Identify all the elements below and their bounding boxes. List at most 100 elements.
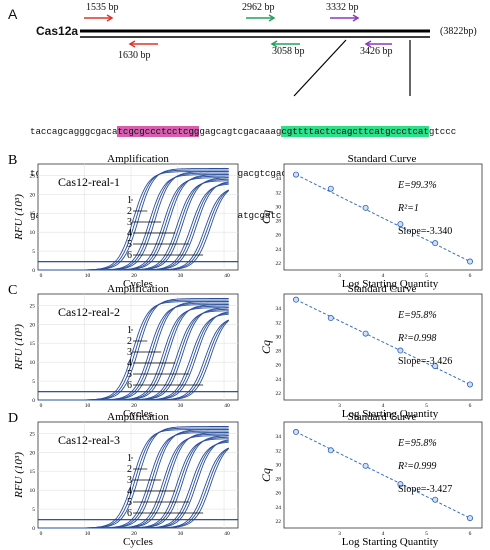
amp-x-tick: 0 xyxy=(40,403,43,409)
amp-x-label: Cycles xyxy=(123,408,153,420)
amp-y-tick: 0 xyxy=(32,398,35,404)
std-x-tick: 4 xyxy=(382,403,385,409)
fit-line xyxy=(295,174,471,262)
slope-text: Slope=-3.340 xyxy=(398,226,452,237)
std-x-tick: 4 xyxy=(382,531,385,537)
dilution-label: 4 xyxy=(127,358,132,369)
dilution-label: 2 xyxy=(127,336,132,347)
amp-title: Amplification xyxy=(107,283,169,295)
arrow-head-icon xyxy=(364,40,372,48)
dilution-label: 6 xyxy=(127,380,132,391)
std-point xyxy=(432,363,439,370)
std-title: Standard Curve xyxy=(348,411,417,423)
std-x-label: Log Starting Quantity xyxy=(342,408,439,420)
std-y-tick: 32 xyxy=(276,190,282,196)
amp-x-label: Cycles xyxy=(123,536,153,548)
dilution-label: 3 xyxy=(127,347,132,358)
panel-letter: C xyxy=(8,283,17,298)
amp-y-label: RFU (10³) xyxy=(13,194,25,241)
primer-label-3426: 3426 bp xyxy=(360,46,393,57)
std-point xyxy=(397,347,404,354)
std-x-tick: 4 xyxy=(382,273,385,279)
std-point xyxy=(327,315,334,322)
std-y-tick: 32 xyxy=(276,320,282,326)
amp-y-tick: 0 xyxy=(32,268,35,274)
amp-x-tick: 40 xyxy=(224,403,230,409)
dilution-label: 4 xyxy=(127,228,132,239)
std-y-tick: 24 xyxy=(276,247,282,253)
amp-x-tick: 20 xyxy=(131,403,137,409)
sample-name: Cas12-real-3 xyxy=(58,433,120,447)
amp-y-tick: 20 xyxy=(30,322,36,328)
amp-y-tick: 5 xyxy=(32,249,35,255)
amp-x-tick: 20 xyxy=(131,273,137,279)
std-y-tick: 30 xyxy=(276,462,282,468)
amp-y-tick: 25 xyxy=(30,431,36,437)
efficiency-text: E=95.8% xyxy=(397,438,437,449)
std-plot-area xyxy=(283,293,483,401)
slope-text: Slope=-3.427 xyxy=(398,484,452,495)
std-x-tick: 3 xyxy=(338,531,341,537)
std-y-tick: 24 xyxy=(276,377,282,383)
amp-y-label: RFU (10³) xyxy=(13,324,25,371)
std-x-label: Log Starting Quantity xyxy=(342,536,439,548)
dilution-label: 6 xyxy=(127,250,132,261)
std-point xyxy=(362,330,369,337)
arrow-head-icon xyxy=(352,14,360,22)
primer-label-1535: 1535 bp xyxy=(86,2,119,13)
amp-curve xyxy=(38,448,230,529)
amp-curve xyxy=(38,320,230,401)
amp-x-tick: 40 xyxy=(224,531,230,537)
std-y-tick: 30 xyxy=(276,334,282,340)
zoom-line-left xyxy=(293,39,347,97)
amp-y-tick: 25 xyxy=(30,303,36,309)
std-point xyxy=(327,185,334,192)
sample-name: Cas12-real-2 xyxy=(58,305,120,319)
amp-y-tick: 10 xyxy=(30,488,36,494)
gene-name: Cas12a xyxy=(36,24,79,38)
r2-text: R²=1 xyxy=(397,203,419,214)
fit-line xyxy=(295,299,471,385)
amp-y-tick: 10 xyxy=(30,230,36,236)
std-y-tick: 30 xyxy=(276,204,282,210)
slope-text: Slope=-3.426 xyxy=(398,356,452,367)
std-y-tick: 34 xyxy=(276,176,282,182)
dilution-label: 1 xyxy=(127,325,132,336)
std-x-tick: 3 xyxy=(338,273,341,279)
std-y-tick: 26 xyxy=(276,233,282,239)
std-x-tick: 5 xyxy=(425,531,428,537)
primer-label-3058: 3058 bp xyxy=(272,46,305,57)
arrow-head-icon xyxy=(128,40,136,48)
std-y-tick: 28 xyxy=(276,219,282,225)
std-y-tick: 34 xyxy=(276,306,282,312)
std-y-tick: 28 xyxy=(276,349,282,355)
std-y-label: Cq xyxy=(259,468,273,482)
std-x-tick: 6 xyxy=(469,531,472,537)
std-x-tick: 5 xyxy=(425,403,428,409)
dilution-label: 2 xyxy=(127,206,132,217)
amp-y-tick: 15 xyxy=(30,469,36,475)
arrow-head-icon xyxy=(270,40,278,48)
std-point xyxy=(362,462,369,469)
amp-x-tick: 30 xyxy=(178,531,184,537)
dilution-label: 5 xyxy=(127,239,132,250)
std-point xyxy=(432,240,439,247)
amp-x-tick: 10 xyxy=(85,531,91,537)
std-point xyxy=(327,447,334,454)
dilution-label: 6 xyxy=(127,508,132,519)
std-title: Standard Curve xyxy=(348,153,417,165)
std-point xyxy=(292,296,299,303)
std-y-tick: 34 xyxy=(276,434,282,440)
dilution-label: 5 xyxy=(127,369,132,380)
std-point xyxy=(432,496,439,503)
std-y-tick: 22 xyxy=(276,261,282,267)
amp-x-tick: 10 xyxy=(85,273,91,279)
std-y-label: Cq xyxy=(259,210,273,224)
std-title: Standard Curve xyxy=(348,283,417,295)
gene-length: (3822bp) xyxy=(440,26,477,37)
sequence-line-1: taccagcagggcgacatcgcgccctcctcgggagcagtcg… xyxy=(30,126,457,137)
amp-x-tick: 30 xyxy=(178,273,184,279)
std-point xyxy=(362,204,369,211)
efficiency-text: E=95.8% xyxy=(397,310,437,321)
